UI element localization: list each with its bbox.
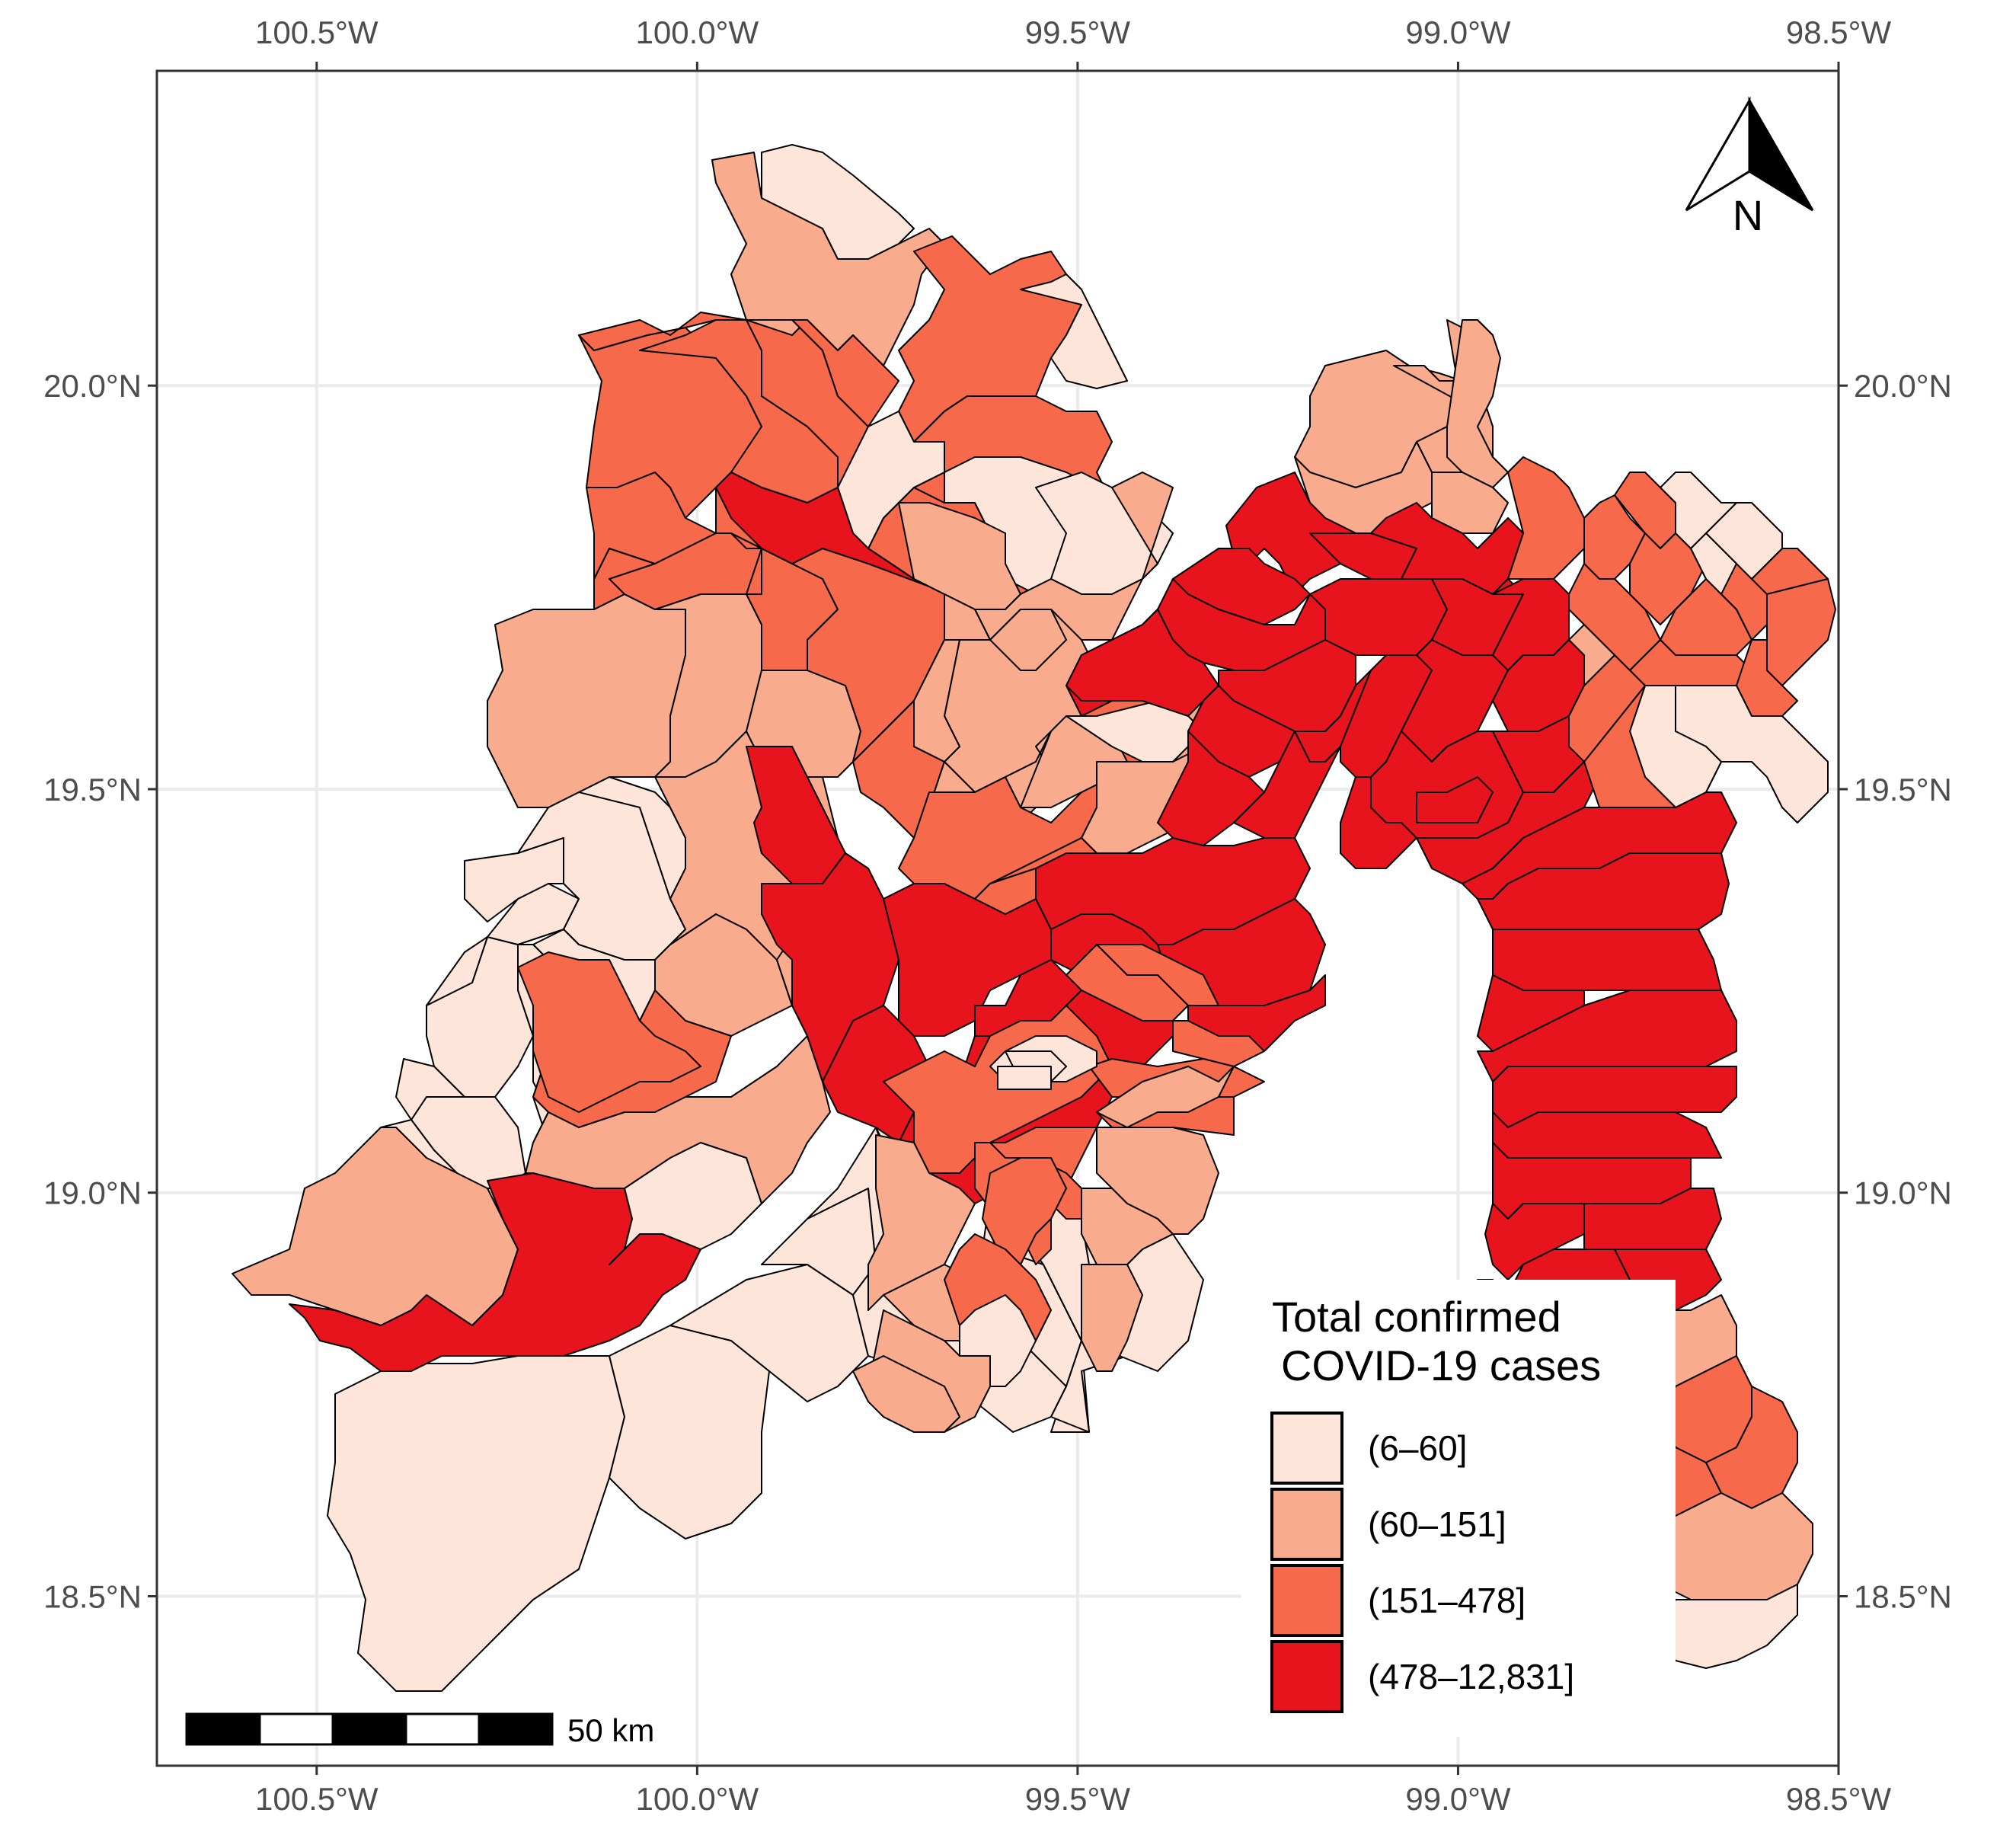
municipality: [1065, 944, 1189, 1022]
municipality: [944, 593, 991, 641]
municipality: [578, 312, 899, 427]
x-tick-label-bottom: 99.0°W: [1405, 1781, 1511, 1817]
y-tick-label-left: 19.0°N: [43, 1175, 142, 1211]
municipality: [761, 144, 915, 260]
municipality: [1507, 456, 1585, 580]
legend: Total confirmed COVID-19 cases (6–60] (60…: [1241, 1280, 1676, 1737]
legend-title-line1: Total confirmed: [1272, 1293, 1561, 1341]
municipality: [1484, 1203, 1585, 1280]
municipality: [1096, 1066, 1235, 1128]
municipality: [852, 1355, 960, 1433]
municipality: [997, 1066, 1052, 1090]
map-frame: [155, 69, 1840, 1767]
legend-items: (6–60] (60–151] (151–478] (478–12,831]: [1270, 1412, 1574, 1713]
scale-seg-3: [331, 1712, 407, 1746]
y-tick-label-left: 20.0°N: [43, 368, 142, 404]
x-tick-label-top: 99.0°W: [1405, 14, 1511, 50]
y-tick-label-left: 19.5°N: [43, 772, 142, 807]
municipality: [1492, 1111, 1722, 1159]
municipality: [1416, 776, 1494, 823]
x-tick-label-top: 98.5°W: [1786, 14, 1892, 50]
x-tick-label-bottom: 98.5°W: [1786, 1781, 1892, 1817]
axis-ticks: 100.5°W 100.5°W 100.0°W 100.0°W 99.5°W 99.5°W…: [43, 14, 1952, 1817]
legend-title-line2: COVID-19 cases: [1281, 1341, 1601, 1389]
municipalities: [232, 144, 1836, 1692]
north-label: N: [1733, 191, 1763, 239]
legend-label: (478–12,831]: [1368, 1657, 1574, 1696]
municipality: [1081, 1264, 1143, 1372]
legend-label: (151–478]: [1368, 1581, 1526, 1620]
x-tick-label-top: 100.0°W: [636, 14, 759, 50]
municipality: [989, 609, 1067, 671]
municipality: [715, 472, 930, 587]
municipality: [974, 868, 1037, 915]
x-tick-label-bottom: 99.5°W: [1025, 1781, 1131, 1817]
municipality: [1081, 1188, 1174, 1265]
y-tick-label-right: 18.5°N: [1854, 1579, 1952, 1615]
municipality: [1340, 776, 1417, 869]
legend-swatch: [1270, 1488, 1343, 1561]
x-tick-label-top: 99.5°W: [1025, 14, 1131, 50]
muni-top-east-light: [1020, 273, 1128, 389]
municipality: [1446, 319, 1509, 488]
y-tick-label-left: 18.5°N: [43, 1579, 142, 1615]
x-tick-label-top: 100.5°W: [255, 14, 379, 50]
legend-label: (60–151]: [1368, 1504, 1506, 1544]
legend-swatch: [1270, 1412, 1343, 1485]
municipality: [1172, 1020, 1265, 1067]
municipality: [989, 837, 1097, 884]
scale-seg-4: [404, 1712, 481, 1746]
y-tick-label-right: 19.0°N: [1854, 1175, 1952, 1211]
legend-swatch: [1270, 1640, 1343, 1713]
scale-seg-2: [258, 1712, 334, 1746]
municipality: [959, 1294, 1037, 1387]
municipality: [982, 1157, 1067, 1265]
municipality: [1492, 929, 1722, 991]
x-tick-label-bottom: 100.5°W: [255, 1781, 379, 1817]
y-tick-label-right: 19.5°N: [1854, 772, 1952, 807]
y-tick-label-right: 20.0°N: [1854, 368, 1952, 404]
municipality: [1660, 472, 1737, 549]
legend-label: (6–60]: [1368, 1428, 1467, 1468]
municipality: [1065, 609, 1219, 717]
scale-bar: 50 km: [185, 1712, 654, 1748]
scale-label: 50 km: [567, 1712, 654, 1748]
scale-seg-1: [185, 1712, 261, 1746]
x-tick-label-bottom: 100.0°W: [636, 1781, 759, 1817]
municipality: [1568, 624, 1615, 686]
scale-seg-5: [478, 1712, 554, 1746]
municipality: [395, 1058, 465, 1121]
legend-swatch: [1270, 1564, 1343, 1637]
north-arrow: N: [1685, 96, 1814, 239]
municipality: [517, 951, 701, 1113]
north-arrow-icon-dark: [1748, 96, 1814, 212]
